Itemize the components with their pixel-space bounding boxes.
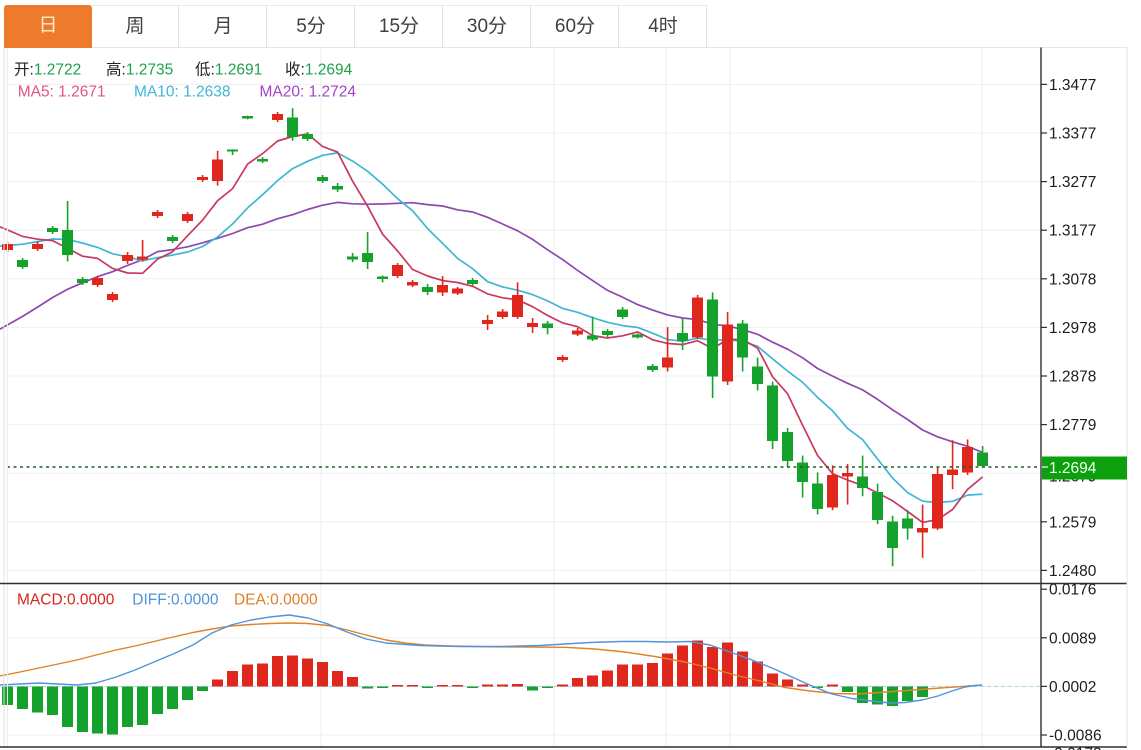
svg-text:1.3078: 1.3078 <box>1049 271 1096 288</box>
svg-text:开:1.2722: 开:1.2722 <box>14 62 81 79</box>
svg-text:DEA:0.0000: DEA:0.0000 <box>234 592 318 609</box>
svg-text:收:1.2694: 收:1.2694 <box>285 61 353 79</box>
svg-text:0.0002: 0.0002 <box>1049 679 1096 696</box>
svg-text:-0.0173: -0.0173 <box>1049 746 1102 750</box>
svg-text:0.0089: 0.0089 <box>1049 630 1096 647</box>
svg-text:低:1.2691: 低:1.2691 <box>195 61 262 79</box>
svg-text:1.3477: 1.3477 <box>1049 77 1096 94</box>
svg-text:1.2579: 1.2579 <box>1049 514 1096 531</box>
svg-text:1.2480: 1.2480 <box>1049 563 1097 580</box>
svg-text:DIFF:0.0000: DIFF:0.0000 <box>132 592 219 609</box>
svg-text:1.2694: 1.2694 <box>1049 460 1097 477</box>
svg-text:1.2779: 1.2779 <box>1049 417 1096 434</box>
svg-text:MA10: 1.2638: MA10: 1.2638 <box>134 84 231 101</box>
svg-text:0.0176: 0.0176 <box>1049 582 1096 599</box>
svg-text:1.3377: 1.3377 <box>1049 126 1096 143</box>
svg-text:MA5: 1.2671: MA5: 1.2671 <box>18 84 106 101</box>
svg-text:-0.0086: -0.0086 <box>1049 728 1102 745</box>
svg-text:1.2878: 1.2878 <box>1049 369 1096 386</box>
svg-text:1.3177: 1.3177 <box>1049 223 1096 240</box>
svg-text:1.2978: 1.2978 <box>1049 320 1096 337</box>
svg-text:1.3277: 1.3277 <box>1049 174 1096 191</box>
svg-text:高:1.2735: 高:1.2735 <box>106 61 173 79</box>
svg-text:MA20: 1.2724: MA20: 1.2724 <box>260 84 357 101</box>
svg-text:MACD:0.0000: MACD:0.0000 <box>17 592 115 609</box>
